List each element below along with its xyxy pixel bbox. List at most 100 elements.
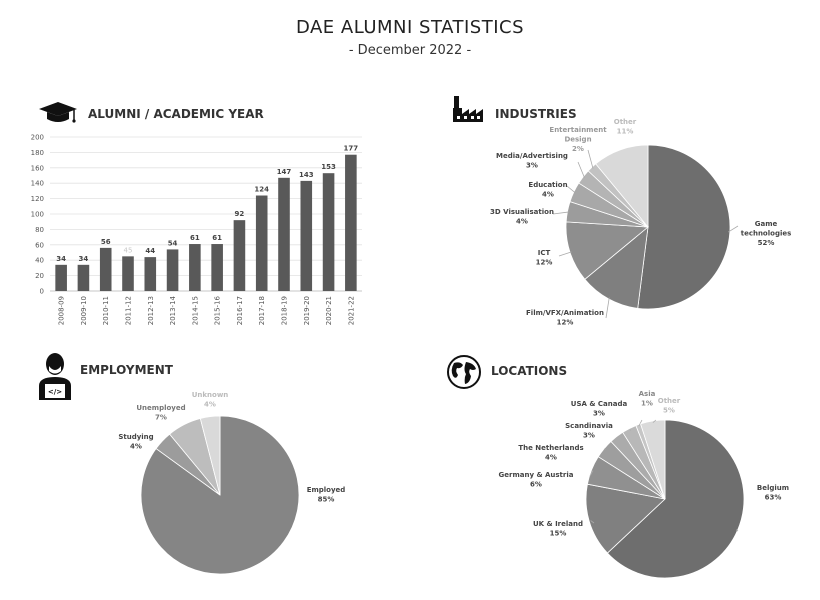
factory-icon xyxy=(451,94,485,124)
pie-slice-label: Media/Advertising 3% xyxy=(496,152,568,170)
y-tick-label: 0 xyxy=(40,288,44,296)
bar-data-label: 34 xyxy=(79,255,89,263)
bar xyxy=(166,249,179,291)
bar xyxy=(144,257,157,291)
pie-slice-label: Asia 1% xyxy=(639,390,656,408)
pie-slice-label: Education 4% xyxy=(528,181,567,199)
bar xyxy=(300,180,313,291)
bar-data-label: 147 xyxy=(277,168,292,176)
pie-slice-label: Film/VFX/Animation 12% xyxy=(526,309,604,327)
x-tick-label: 2015-16 xyxy=(214,295,222,325)
pie-slice-label: Unknown 4% xyxy=(192,391,229,409)
x-tick-label: 2020-21 xyxy=(325,296,333,325)
pie-slice-label: 3D Visualisation 4% xyxy=(490,208,554,226)
bar-data-label: 34 xyxy=(56,255,66,263)
developer-icon: </> xyxy=(36,352,74,402)
y-tick-label: 200 xyxy=(31,134,44,142)
y-tick-label: 120 xyxy=(31,195,44,203)
bar xyxy=(322,173,335,291)
graduation-cap-icon xyxy=(38,100,78,126)
x-tick-label: 2010-11 xyxy=(102,296,110,325)
pie-leader-line xyxy=(617,435,620,439)
x-tick-label: 2018-19 xyxy=(281,296,289,325)
bar-data-label: 56 xyxy=(101,238,111,246)
bar xyxy=(99,247,112,291)
bar-data-label: 153 xyxy=(321,163,336,171)
pie-leader-line xyxy=(558,251,572,257)
pie-leader-line xyxy=(603,448,606,451)
pie-slice-label: Other 5% xyxy=(658,397,681,415)
page-title: DAE ALUMNI STATISTICS xyxy=(295,17,525,38)
bar-data-label: 45 xyxy=(124,246,133,254)
globe-icon xyxy=(446,354,482,390)
alumni-panel-title: ALUMNI / ACADEMIC YEAR xyxy=(88,107,264,121)
bar-data-label: 124 xyxy=(254,186,269,194)
bar xyxy=(211,244,223,291)
pie-leader-line xyxy=(727,225,739,233)
y-tick-label: 40 xyxy=(35,257,44,265)
bar xyxy=(77,264,90,291)
x-tick-label: 2019-20 xyxy=(303,296,311,325)
x-tick-label: 2008-09 xyxy=(58,296,66,325)
bar xyxy=(233,220,246,291)
pie-slice-label: Other 11% xyxy=(614,118,637,136)
bar-data-label: 61 xyxy=(212,234,222,242)
pie-slice-label: ICT 12% xyxy=(536,249,553,267)
y-tick-label: 160 xyxy=(31,164,44,172)
pie-slice-label: Unemployed 7% xyxy=(136,404,185,422)
pie-slice-label: Germany & Austria 6% xyxy=(499,471,574,489)
pie-slice-label: Belgium 63% xyxy=(757,484,789,502)
svg-text:</>: </> xyxy=(48,388,62,396)
bar-data-label: 61 xyxy=(190,234,200,242)
y-tick-label: 60 xyxy=(35,241,44,249)
y-tick-label: 100 xyxy=(31,211,44,219)
bar xyxy=(255,195,268,291)
x-tick-label: 2013-14 xyxy=(169,295,177,325)
pie-leader-line xyxy=(587,149,594,169)
pie-leader-line xyxy=(735,529,739,532)
pie-slice-label: The Netherlands 4% xyxy=(518,444,583,462)
bar xyxy=(189,244,201,291)
pie-slice xyxy=(584,226,649,309)
pie-slice-label: Scandinavia 3% xyxy=(565,422,613,440)
pie-slice-label: Studying 4% xyxy=(118,433,153,451)
y-tick-label: 20 xyxy=(35,272,44,280)
page-subtitle: - December 2022 - xyxy=(348,43,472,58)
pie-leader-line xyxy=(589,470,594,477)
y-tick-label: 180 xyxy=(31,149,44,157)
pie-slice-label: Entertainment Design 2% xyxy=(549,126,607,153)
bar xyxy=(122,256,134,291)
bar-data-label: 44 xyxy=(145,247,155,255)
pie-slice xyxy=(199,415,221,496)
pie-slice xyxy=(595,144,649,229)
x-tick-label: 2009-10 xyxy=(80,296,88,325)
bar xyxy=(345,154,357,291)
bar-data-label: 54 xyxy=(168,239,178,247)
x-tick-label: 2014-15 xyxy=(191,296,199,325)
pie-leader-line xyxy=(566,185,576,194)
locations-panel-title: LOCATIONS xyxy=(491,364,568,378)
pie-slice xyxy=(637,144,731,310)
bar-data-label: 92 xyxy=(235,210,245,218)
bar xyxy=(55,264,67,291)
y-tick-label: 80 xyxy=(35,226,44,234)
pie-leader-line xyxy=(652,419,657,423)
pie-slice xyxy=(640,419,666,500)
pie-slice xyxy=(585,483,666,554)
x-tick-label: 2021-22 xyxy=(347,296,355,325)
x-tick-label: 2017-18 xyxy=(258,296,266,325)
bar-data-label: 177 xyxy=(344,145,359,153)
industries-panel-title: INDUSTRIES xyxy=(495,107,577,121)
x-tick-label: 2012-13 xyxy=(147,296,155,325)
pie-leader-line xyxy=(552,211,570,215)
x-tick-label: 2011-12 xyxy=(125,296,133,325)
y-tick-label: 140 xyxy=(31,180,44,188)
pie-leader-line xyxy=(638,419,643,427)
bar-data-label: 143 xyxy=(299,171,314,179)
x-tick-label: 2016-17 xyxy=(236,296,244,325)
pie-slice-label: USA & Canada 3% xyxy=(571,400,628,418)
